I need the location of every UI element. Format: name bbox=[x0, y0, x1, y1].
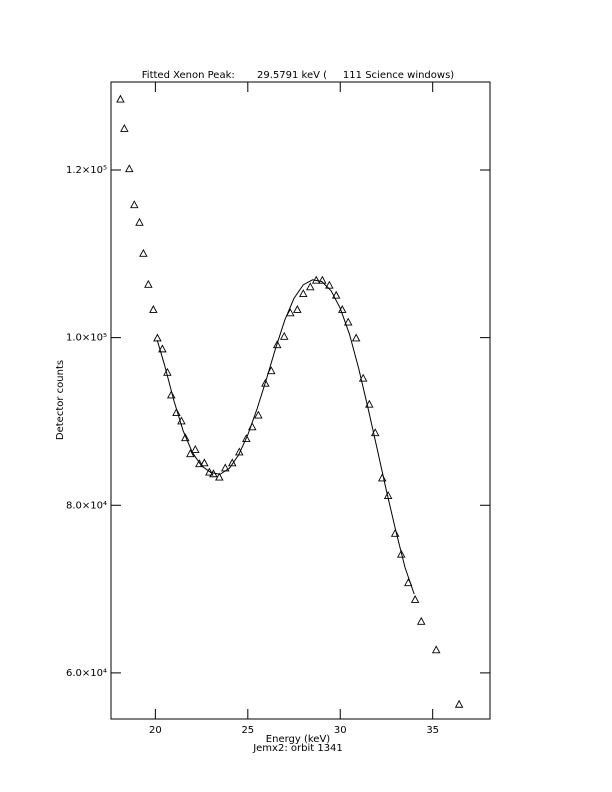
data-point bbox=[431, 645, 441, 654]
data-point bbox=[144, 279, 153, 288]
data-point bbox=[153, 333, 162, 342]
data-point bbox=[181, 433, 190, 442]
data-point bbox=[299, 289, 308, 298]
data-point bbox=[390, 528, 400, 537]
data-point bbox=[200, 458, 209, 467]
y-tick-label: 6.0×10⁴ bbox=[66, 668, 107, 679]
x-axis-label: Energy (keV) bbox=[266, 734, 331, 745]
data-point bbox=[205, 467, 214, 476]
data-point bbox=[331, 290, 341, 299]
data-point bbox=[306, 282, 315, 291]
data-point bbox=[397, 549, 406, 558]
data-point bbox=[125, 164, 134, 173]
data-point bbox=[235, 447, 244, 456]
data-point bbox=[120, 123, 129, 132]
data-point bbox=[149, 305, 158, 313]
plot-frame bbox=[110, 81, 491, 720]
x-tick-label: 25 bbox=[241, 725, 254, 736]
data-point bbox=[167, 390, 176, 399]
data-point bbox=[410, 595, 420, 603]
data-point bbox=[286, 308, 295, 317]
data-point bbox=[195, 459, 204, 468]
y-tick-label: 1.2×10⁵ bbox=[66, 165, 107, 176]
data-point bbox=[135, 217, 144, 226]
y-axis-label: Detector counts bbox=[55, 360, 66, 440]
y-tick-label: 8.0×10⁴ bbox=[66, 500, 107, 511]
data-point bbox=[318, 275, 327, 284]
fit-line bbox=[156, 279, 415, 595]
y-tick-label: 1.0×10⁵ bbox=[66, 333, 107, 344]
data-point bbox=[454, 699, 464, 708]
data-point bbox=[279, 331, 289, 340]
data-point bbox=[158, 344, 167, 353]
data-point bbox=[139, 248, 148, 257]
data-point bbox=[116, 94, 125, 103]
data-point bbox=[172, 408, 181, 417]
data-point bbox=[254, 410, 263, 419]
data-point bbox=[261, 378, 270, 387]
data-point bbox=[191, 445, 200, 453]
data-point bbox=[272, 340, 282, 349]
subtitle: Jemx2: orbit 1341 bbox=[252, 743, 343, 754]
x-tick-label: 35 bbox=[426, 725, 439, 736]
data-point bbox=[228, 458, 237, 467]
chart-title: Fitted Xenon Peak: 29.5791 keV ( 111 Sci… bbox=[142, 70, 455, 81]
data-point bbox=[215, 472, 224, 481]
data-point bbox=[130, 200, 139, 209]
data-point bbox=[343, 317, 353, 326]
x-tick-label: 20 bbox=[149, 725, 162, 736]
data-point bbox=[351, 333, 361, 342]
data-point bbox=[293, 305, 302, 313]
data-point bbox=[377, 473, 387, 482]
data-point bbox=[416, 616, 426, 625]
data-point bbox=[325, 280, 334, 289]
x-tick-label: 30 bbox=[334, 725, 347, 736]
data-point bbox=[242, 434, 251, 443]
data-point bbox=[186, 449, 195, 458]
